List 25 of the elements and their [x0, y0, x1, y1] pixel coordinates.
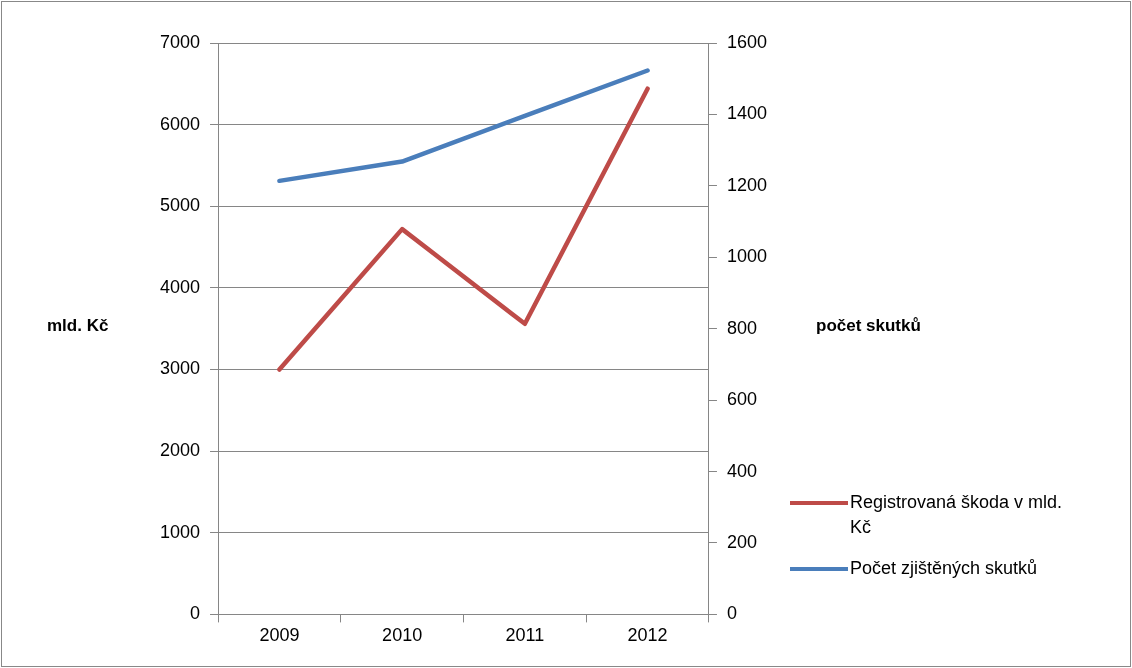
y2-tick-label: 1400	[726, 103, 767, 124]
x-tick-label: 2011	[505, 625, 545, 646]
y2-tick-label: 1000	[726, 246, 767, 267]
y-tick-label: 7000	[160, 31, 201, 52]
y-tick-label: 6000	[160, 113, 201, 134]
y2-tick-label: 400	[726, 460, 757, 481]
y2-tick-label: 0	[726, 603, 737, 624]
y-tick-label: 0	[190, 603, 201, 624]
y-tick-label: 3000	[160, 358, 201, 379]
y2-tick-label: 800	[726, 317, 757, 338]
y-tick-label: 5000	[160, 195, 201, 216]
y-tick-label: 1000	[160, 521, 201, 542]
y-axis-title: mld. Kč	[47, 316, 109, 336]
y2-tick-label: 600	[726, 389, 757, 410]
y2-tick-label: 1200	[726, 174, 767, 195]
x-tick-label: 2009	[259, 625, 300, 646]
x-tick-label: 2012	[627, 625, 668, 646]
legend-label: Počet zjištěných skutků	[850, 557, 1038, 581]
legend-label: Registrovaná škoda v mld. Kč	[850, 491, 1064, 540]
y2-axis-title: počet skutků	[816, 316, 921, 336]
y2-tick-label: 1600	[726, 31, 767, 52]
y-tick-label: 2000	[160, 440, 201, 461]
y-tick-label: 4000	[160, 276, 201, 297]
x-tick-label: 2010	[382, 625, 423, 646]
y2-tick-label: 200	[726, 531, 757, 552]
